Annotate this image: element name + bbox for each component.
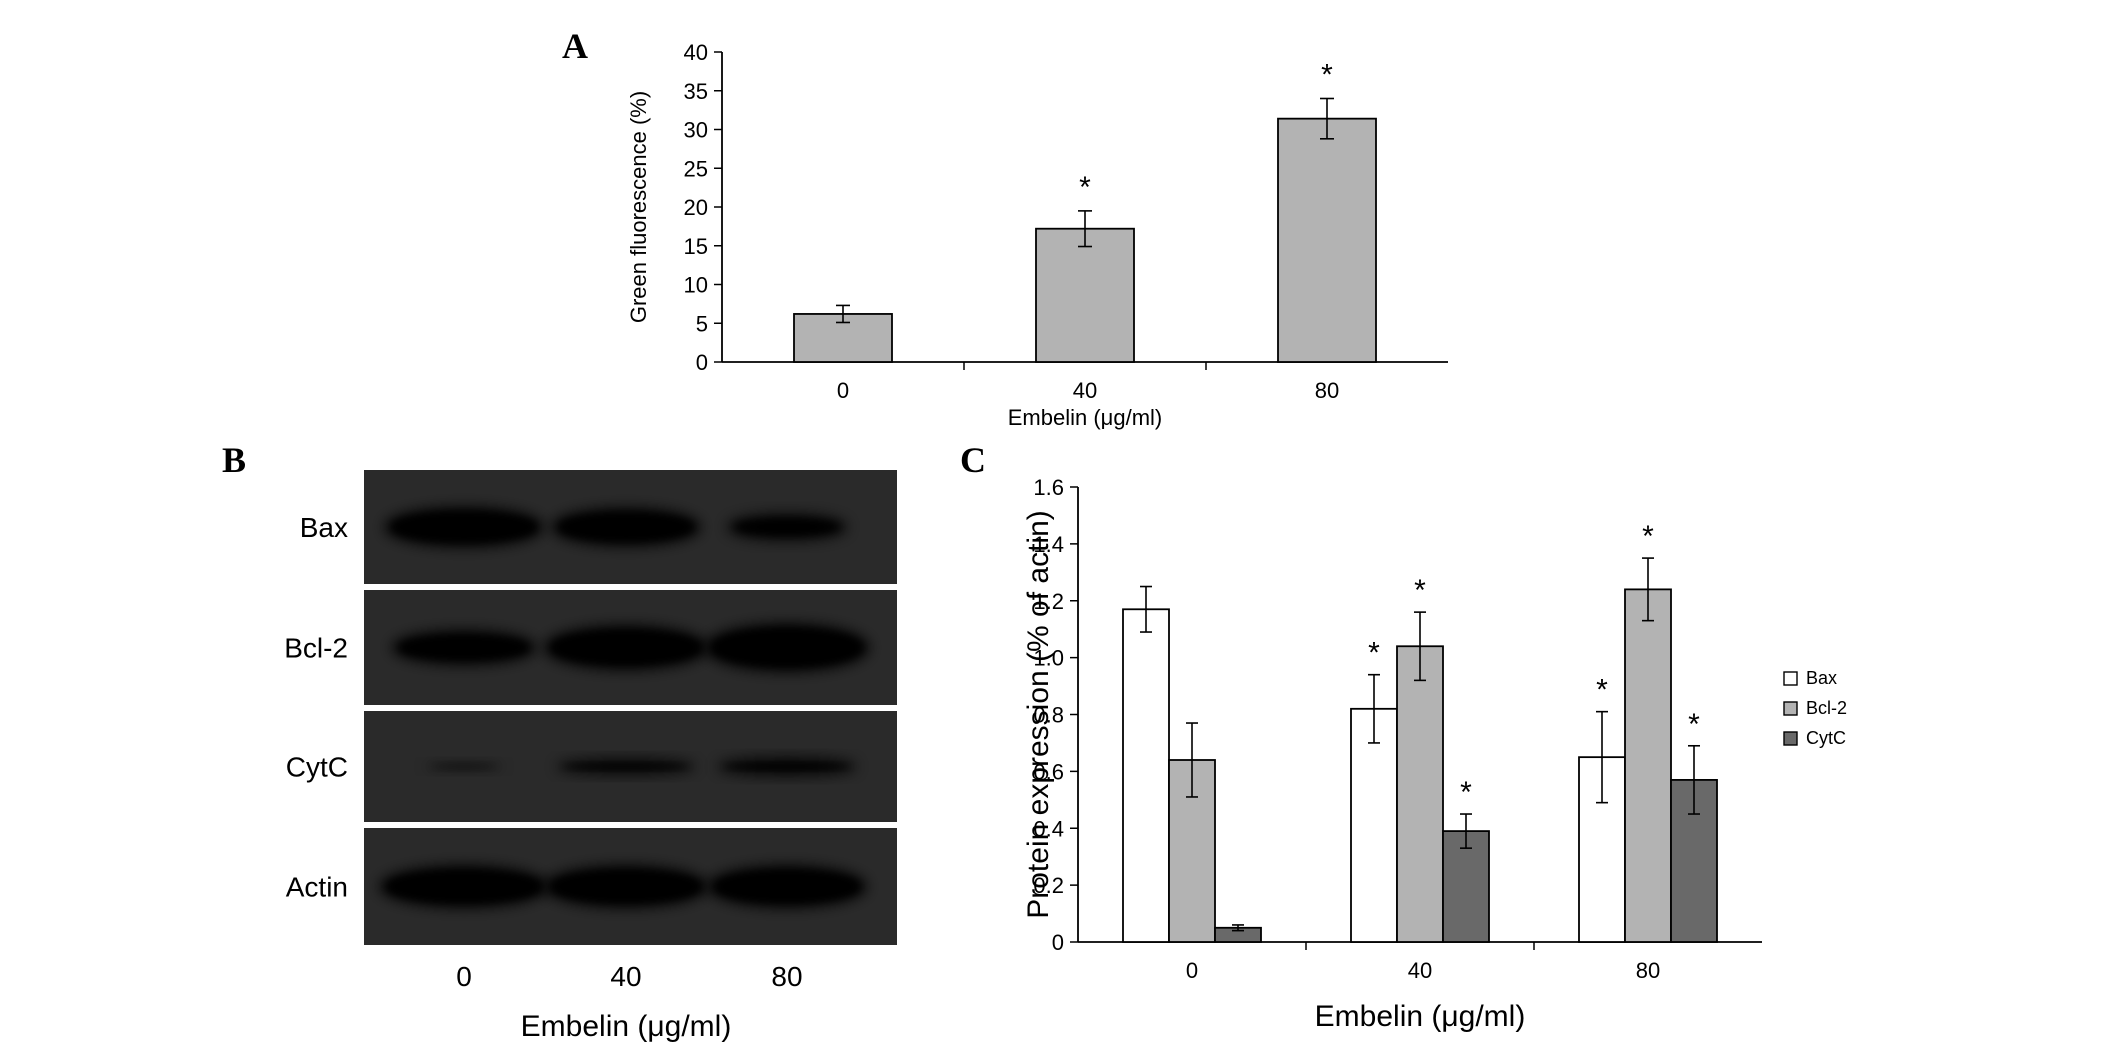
y-tick-label: 0.4 [1033,816,1064,841]
y-tick-label: 0.8 [1033,703,1064,728]
legend-swatch [1783,671,1798,686]
bar-bax [1122,608,1170,943]
y-tick-label: 5 [696,311,708,336]
legend-entry: Bax [1806,668,1837,688]
x-axis-label: Embelin (μg/ml) [1008,405,1162,430]
significance-marker: * [1079,171,1091,204]
bar [1035,227,1135,363]
panel-label-b: B [222,440,246,480]
x-tick-label: 0 [837,378,849,403]
panel-label-a: A [562,26,588,66]
blot-band-core [715,871,859,902]
significance-marker: * [1368,637,1380,670]
blot-row-label: Actin [286,872,348,903]
x-tick-label: 40 [1408,958,1432,983]
y-axis-label: Protein expression (% of actin) [1022,510,1055,919]
bar-bcl-2 [1624,588,1672,943]
y-tick-label: 35 [684,79,708,104]
blot-band-core [392,513,536,541]
x-tick-label: 80 [1636,958,1660,983]
legend-swatch [1783,731,1798,746]
bar [1277,117,1377,363]
significance-marker: * [1642,520,1654,553]
y-tick-label: 1.6 [1033,475,1064,500]
legend-entry: Bcl-2 [1806,698,1847,718]
y-axis-label: Green fluorescence (%) [626,91,651,323]
blot-row-label: CytC [286,752,348,783]
blot-band-core [399,636,529,659]
x-axis-label: Embelin (μg/ml) [1315,1000,1526,1033]
blot-band-core [712,629,862,666]
y-tick-label: 20 [684,195,708,220]
y-tick-label: 0.2 [1033,873,1064,898]
y-tick-label: 40 [684,40,708,65]
legend-entry: CytC [1806,728,1846,748]
x-tick-label: 80 [1315,378,1339,403]
y-tick-label: 0 [1052,930,1064,955]
significance-marker: * [1321,59,1333,92]
blot-x-axis-label: Embelin (μg/ml) [521,1010,732,1043]
blot-lane-label: 80 [771,961,802,992]
significance-marker: * [1460,776,1472,809]
significance-marker: * [1414,574,1426,607]
chart-c: 0 0.2 0.4 0.6 0.8 1.0 1.2 1.4 1.6 0 * * * 40 * * * 80 Embe… [1022,475,1847,1033]
y-tick-label: 0.6 [1033,759,1064,784]
y-tick-label: 0 [696,350,708,375]
blot-band-core [387,871,541,902]
bar-bax [1350,707,1398,943]
blot-band-core [551,631,701,664]
x-tick-label: 40 [1073,378,1097,403]
blot-band-core [551,871,701,902]
significance-marker: * [1596,674,1608,707]
bar-bcl-2 [1396,645,1444,943]
legend-swatch [1783,701,1798,716]
y-tick-label: 1.0 [1033,646,1064,671]
chart-a: 0 5 10 15 20 25 30 35 40 0 * 40 * 80 Embelin (μg/ml) Gr… [626,40,1448,430]
y-tick-label: 15 [684,234,708,259]
western-blot-b: Bax Bcl-2 CytC Actin 0 40 80 Embelin (μg/ml) [284,470,897,1043]
blot-band-core [564,763,688,770]
y-tick-label: 30 [684,118,708,143]
blot-lane-label: 40 [610,961,641,992]
blot-band-core [735,520,839,534]
significance-marker: * [1688,708,1700,741]
blot-band-core [559,514,693,540]
y-tick-label: 25 [684,156,708,181]
y-tick-label: 1.2 [1033,589,1064,614]
panel-label-c: C [960,440,986,480]
blot-band-core [725,763,849,770]
blot-lane-label: 0 [456,961,472,992]
bar-cytc [1442,830,1490,943]
y-tick-label: 10 [684,273,708,298]
blot-row-label: Bax [300,512,348,543]
y-tick-label: 1.4 [1033,532,1064,557]
blot-band-core [432,763,496,770]
bar [793,313,893,363]
blot-row-label: Bcl-2 [284,633,348,664]
x-tick-label: 0 [1186,958,1198,983]
